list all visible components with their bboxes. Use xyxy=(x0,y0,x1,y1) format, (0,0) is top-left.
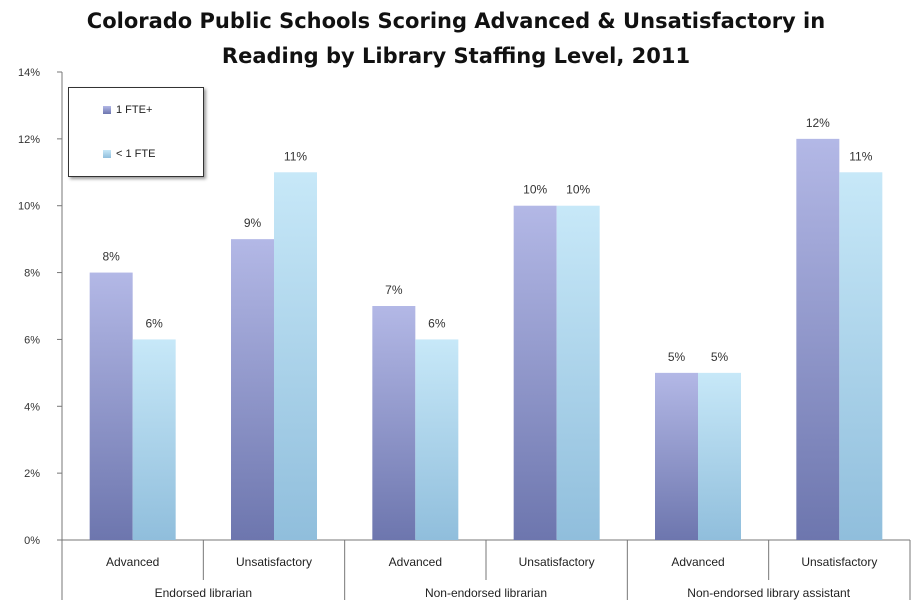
data-label: 9% xyxy=(244,216,262,230)
data-label: 8% xyxy=(102,250,120,264)
y-tick-label: 12% xyxy=(18,134,40,146)
legend-item-series-2: < 1 FTE xyxy=(103,148,155,160)
x-group-label: Endorsed librarian xyxy=(155,586,252,600)
x-category-label: Unsatisfactory xyxy=(236,555,312,569)
data-label: 6% xyxy=(428,316,446,330)
bar-series-1-cat-5 xyxy=(655,372,698,540)
chart-axes xyxy=(57,71,911,600)
bar-series-1-cat-1 xyxy=(89,272,133,540)
legend-swatch-series-2 xyxy=(103,150,111,158)
chart-legend: 1 FTE+ < 1 FTE xyxy=(68,87,204,177)
bar-series-2-cat-6 xyxy=(839,172,883,541)
legend-label-series-2: < 1 FTE xyxy=(116,148,156,160)
bar-series-2-cat-4 xyxy=(556,205,600,540)
bar-series-1-cat-6 xyxy=(796,138,840,540)
y-tick-label: 10% xyxy=(18,201,40,213)
bar-series-2-cat-3 xyxy=(415,339,459,540)
chart-bars xyxy=(89,138,883,541)
data-label: 12% xyxy=(806,116,830,130)
y-tick-label: 14% xyxy=(18,67,40,79)
y-tick-label: 0% xyxy=(24,535,40,547)
x-category-label: Advanced xyxy=(389,555,442,569)
bar-series-1-cat-4 xyxy=(513,205,557,540)
data-label: 7% xyxy=(385,283,403,297)
bar-series-2-cat-2 xyxy=(274,172,317,541)
x-category-label: Advanced xyxy=(671,555,724,569)
x-category-label: Advanced xyxy=(106,555,159,569)
bar-series-1-cat-3 xyxy=(372,306,416,540)
legend-swatch-series-1 xyxy=(103,106,111,114)
legend-label-series-1: 1 FTE+ xyxy=(116,104,153,116)
y-tick-label: 8% xyxy=(24,268,40,280)
bar-series-2-cat-5 xyxy=(698,372,741,540)
data-label: 11% xyxy=(849,149,872,163)
x-category-label: Unsatisfactory xyxy=(801,555,877,569)
y-tick-label: 2% xyxy=(24,468,40,480)
data-label: 10% xyxy=(523,183,547,197)
y-tick-label: 6% xyxy=(24,334,40,346)
data-label: 5% xyxy=(668,350,686,364)
chart-labels: 0% 2% 4% 6% 8% 10% 12% 14% 8% 6% Advanced 9% 11% Unsa… xyxy=(18,67,877,600)
y-tick-label: 4% xyxy=(24,401,40,413)
data-label: 5% xyxy=(711,350,729,364)
legend-item-series-1: 1 FTE+ xyxy=(103,104,152,116)
chart-title-line-1: Colorado Public Schools Scoring Advanced… xyxy=(86,9,826,33)
bar-series-1-cat-2 xyxy=(231,239,274,540)
x-category-label: Unsatisfactory xyxy=(519,555,595,569)
data-label: 11% xyxy=(284,149,307,163)
x-group-label: Non-endorsed librarian xyxy=(425,586,547,600)
bar-series-2-cat-1 xyxy=(132,339,176,540)
data-label: 6% xyxy=(145,316,163,330)
data-label: 10% xyxy=(566,183,590,197)
chart-title-line-2: Reading by Library Staffing Level, 2011 xyxy=(221,44,691,68)
x-group-label: Non-endorsed library assistant xyxy=(687,586,850,600)
